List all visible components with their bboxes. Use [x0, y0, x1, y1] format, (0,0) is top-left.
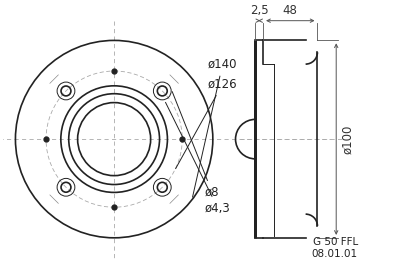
Text: G 50 FFL: G 50 FFL — [313, 237, 358, 247]
Text: ø140: ø140 — [192, 58, 237, 197]
Text: ø4,3: ø4,3 — [166, 102, 231, 215]
Text: ø100: ø100 — [341, 124, 354, 154]
Text: ø8: ø8 — [172, 92, 220, 199]
Text: 2,5: 2,5 — [250, 4, 268, 17]
Text: 08.01.01: 08.01.01 — [312, 248, 358, 259]
Text: 48: 48 — [283, 4, 298, 17]
Text: ø126: ø126 — [176, 77, 238, 169]
